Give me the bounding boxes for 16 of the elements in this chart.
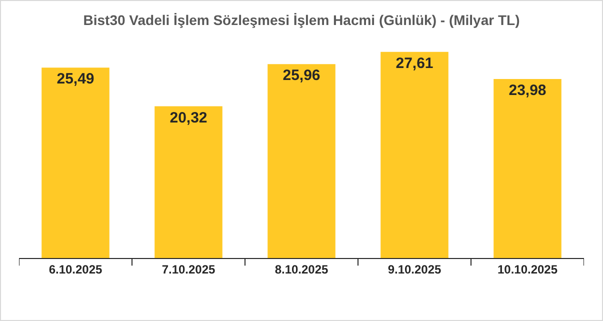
data-label: 25,96 <box>282 67 320 84</box>
x-tick-label: 9.10.2025 <box>388 262 442 276</box>
bar <box>380 52 448 258</box>
bar <box>268 64 336 258</box>
x-tick-label: 7.10.2025 <box>162 262 216 276</box>
bar <box>154 106 222 258</box>
data-label: 20,32 <box>170 109 208 126</box>
bar <box>42 68 110 258</box>
data-label: 27,61 <box>396 54 434 72</box>
data-label: 25,49 <box>56 70 94 88</box>
chart-title: Bist30 Vadeli İşlem Sözleşmesi İşlem Hacmi (Günlük) - (Milyar TL) <box>83 12 520 28</box>
x-tick-label: 6.10.2025 <box>48 262 103 276</box>
data-label: 23,98 <box>508 82 546 99</box>
bar <box>494 78 562 258</box>
x-tick-label: 10.10.2025 <box>497 262 558 276</box>
x-tick-label: 8.10.2025 <box>274 262 329 276</box>
